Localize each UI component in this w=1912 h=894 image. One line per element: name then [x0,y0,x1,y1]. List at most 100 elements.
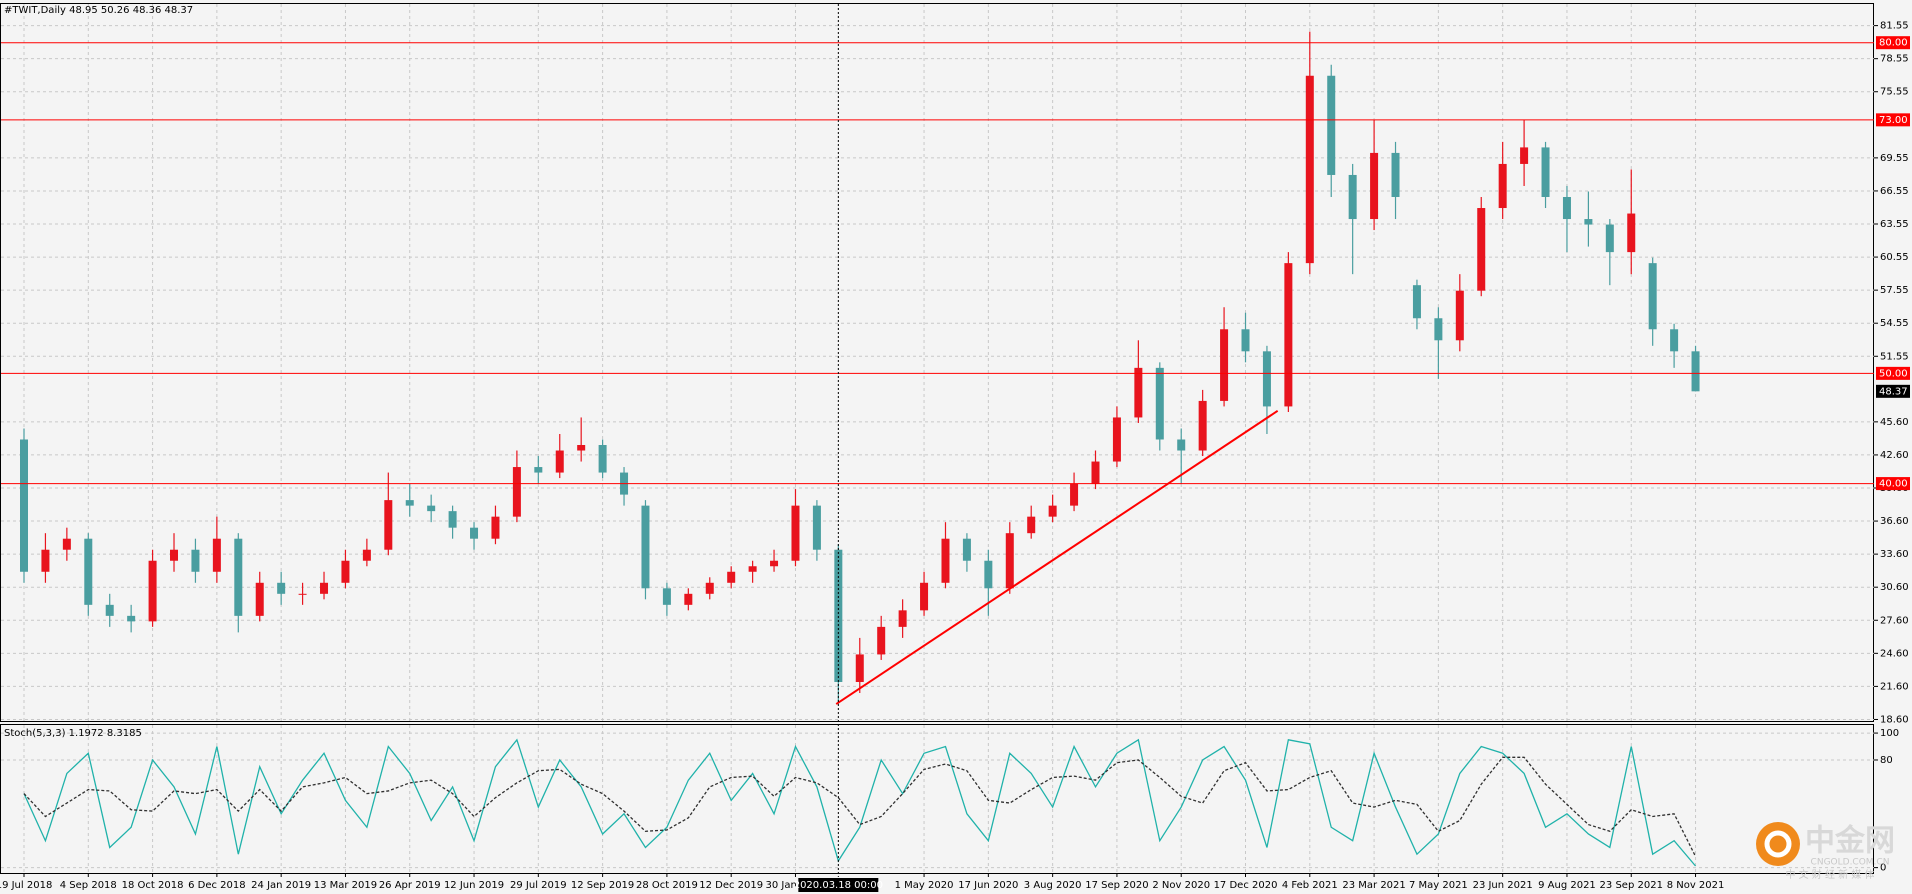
x-tick-label: 13 Mar 2019 [314,880,377,891]
crosshair-label-box [798,878,879,892]
x-tick-label: 12 Sep 2019 [571,880,634,891]
candle-body [320,582,329,594]
level-label-box [1876,113,1910,127]
candle-body [298,593,307,595]
candle-body [1005,533,1014,589]
x-tick-label: 17 Sep 2020 [1085,880,1148,891]
y-tick-label: 100 [1880,728,1899,739]
candle-body [534,467,543,473]
x-tick-label: 6 Dec 2018 [188,880,246,891]
candle-body [1520,147,1529,164]
candle-body [41,549,50,572]
y-tick-label: 57.55 [1880,285,1909,296]
candle-body [127,615,136,622]
candle-body [512,467,521,517]
last-price-box [1876,384,1910,398]
candle-body [1498,163,1507,209]
candle-body [1477,208,1486,291]
x-tick-label: 19 Jul 2018 [0,880,52,891]
x-tick-label: 4 Sep 2018 [60,880,117,891]
candle-body [1391,152,1400,198]
chart-title: #TWIT,Daily 48.95 50.26 48.36 48.37 [4,5,193,16]
candle-body [1027,516,1036,534]
candle-body [791,505,800,561]
candle-body [1241,329,1250,352]
candle-body [341,560,350,583]
level-label-box [1876,36,1910,50]
stoch-line [23,756,1697,857]
x-tick-label: 23 Mar 2021 [1342,880,1405,891]
candle-body [555,450,564,473]
candle-body [470,527,479,539]
stoch-title: Stoch(5,3,3) 1.1972 8.3185 [4,728,142,739]
watermark-logo-ring [1764,830,1792,858]
y-tick-label: 33.60 [1880,549,1909,560]
candle-body [255,582,264,616]
y-tick-label: 66.55 [1880,186,1909,197]
x-tick-label: 3 Aug 2020 [1024,880,1082,891]
y-tick-label: 21.60 [1880,681,1909,692]
candle-body [405,500,414,506]
x-tick-label: 26 Apr 2019 [379,880,441,891]
candle-body [1670,329,1679,352]
candle-body [1455,290,1464,341]
candle-body [1434,318,1443,341]
candle-body [1562,197,1571,220]
x-tick-label: 17 Dec 2020 [1214,880,1278,891]
candle-body [277,582,286,594]
candle-body [1370,152,1379,220]
y-tick-label: 54.55 [1880,318,1909,329]
candle-body [1305,75,1314,264]
x-tick-label: 29 Jul 2019 [510,880,567,891]
y-tick-label: 42.60 [1880,450,1909,461]
candle-body [1198,400,1207,451]
candle-body [962,538,971,561]
candle-body [1584,219,1593,225]
y-tick-label: 69.55 [1880,153,1909,164]
candle-body [641,505,650,589]
main-panel-border [0,3,1874,722]
candle-body [1348,174,1357,220]
last-price-label: 48.37 [1879,386,1908,397]
candle-body [448,511,457,528]
candle-body [1112,417,1121,462]
candle-body [727,571,736,583]
stoch-line [23,738,1697,867]
candle-body [1691,351,1700,392]
candle-body [812,505,821,550]
level-label: 40.00 [1879,479,1908,490]
x-tick-label: 24 Jan 2019 [251,880,311,891]
y-tick-label: 51.55 [1880,351,1909,362]
x-tick-label: 12 Dec 2019 [699,880,763,891]
candle-body [662,588,671,605]
level-label: 80.00 [1879,38,1908,49]
y-tick-label: 30.60 [1880,582,1909,593]
candle-body [1155,367,1164,440]
candle-body [684,593,693,605]
candle-body [1627,213,1636,253]
y-tick-label: 0 [1880,863,1886,874]
x-tick-label: 7 May 2021 [1409,880,1468,891]
x-tick-label: 18 Oct 2018 [122,880,184,891]
y-tick-label: 27.60 [1880,615,1909,626]
candle-body [877,626,886,655]
stoch-panel-border [0,724,1874,874]
x-tick-label: 4 Feb 2021 [1282,880,1338,891]
y-tick-label: 24.60 [1880,648,1909,659]
level-label: 73.00 [1879,115,1908,126]
level-label-box [1876,366,1910,380]
y-tick-label: 36.60 [1880,516,1909,527]
x-tick-label: 1 May 2020 [895,880,954,891]
watermark-slogan: 中 文 财 经 新 媒 体 [1785,868,1874,881]
x-tick-label: 8 Nov 2021 [1667,880,1725,891]
x-tick-label: 23 Sep 2021 [1600,880,1663,891]
candle-body [105,604,114,616]
candle-body [234,538,243,616]
candle-body [384,500,393,550]
x-tick-label: 9 Aug 2021 [1538,880,1596,891]
candle-body [62,538,71,550]
x-tick-label: 17 Jun 2020 [958,880,1018,891]
candle-body [491,516,500,539]
candle-body [577,445,586,451]
